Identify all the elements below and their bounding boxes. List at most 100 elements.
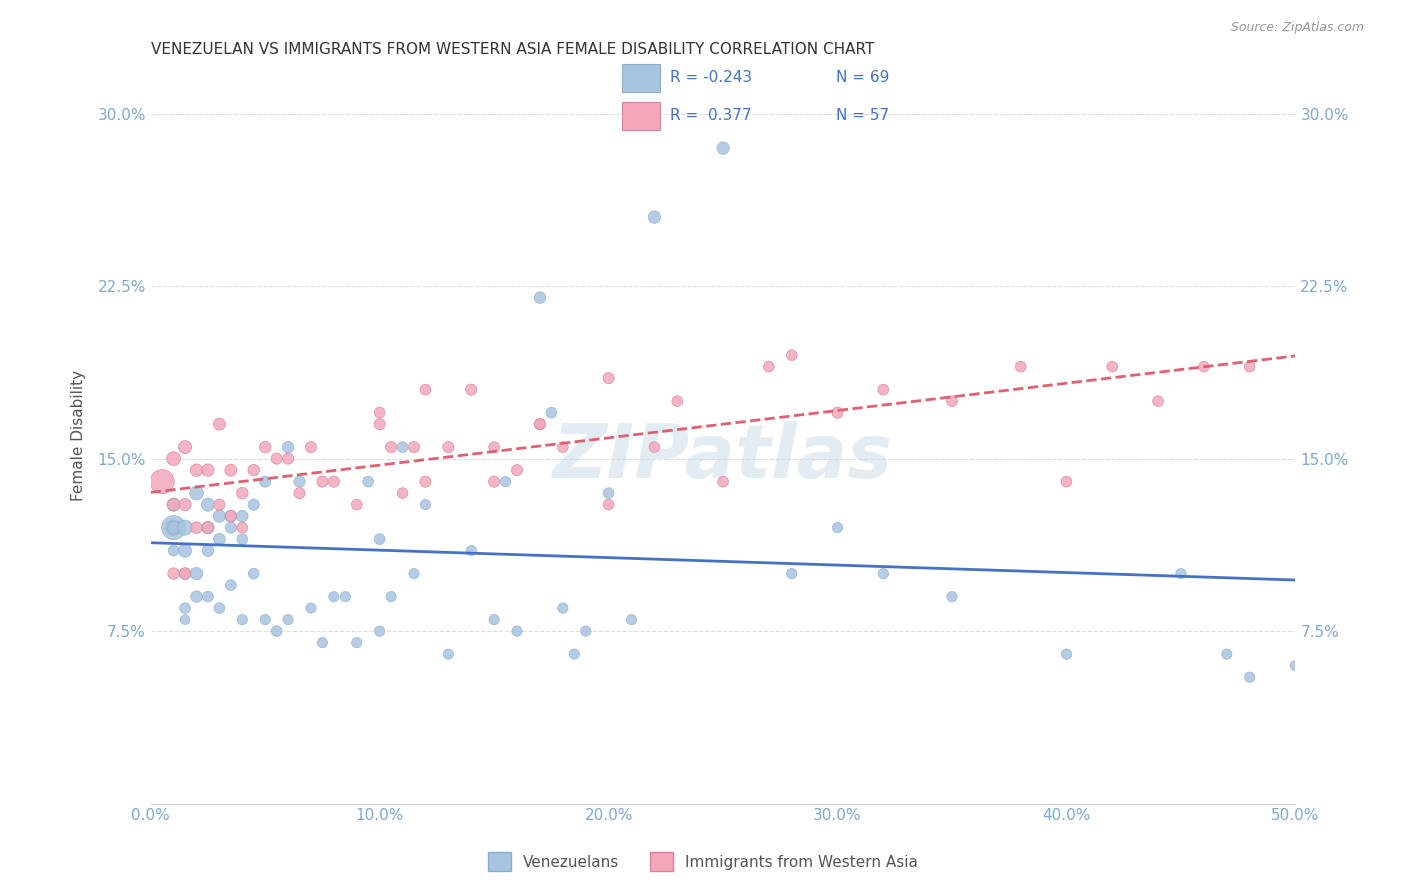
- Point: [186, 463, 208, 477]
- Point: [197, 521, 219, 535]
- Point: [1284, 658, 1306, 673]
- Point: [872, 566, 894, 581]
- Text: R =  0.377: R = 0.377: [671, 108, 752, 123]
- Point: [299, 440, 322, 454]
- Point: [941, 394, 963, 409]
- Point: [197, 521, 219, 535]
- Point: [380, 440, 402, 454]
- Point: [460, 383, 482, 397]
- Point: [162, 498, 184, 512]
- Point: [174, 613, 197, 627]
- Point: [219, 463, 242, 477]
- Point: [415, 383, 437, 397]
- Point: [482, 475, 505, 489]
- Point: [551, 601, 574, 615]
- Point: [162, 566, 184, 581]
- Point: [186, 521, 208, 535]
- Point: [368, 406, 391, 420]
- Point: [643, 440, 665, 454]
- Point: [208, 498, 231, 512]
- Point: [1147, 394, 1170, 409]
- Point: [197, 590, 219, 604]
- Point: [780, 566, 803, 581]
- Point: [437, 440, 460, 454]
- Point: [322, 475, 344, 489]
- Point: [219, 509, 242, 524]
- Point: [219, 509, 242, 524]
- Point: [1239, 359, 1261, 374]
- Point: [827, 406, 849, 420]
- Point: [219, 578, 242, 592]
- Point: [529, 291, 551, 305]
- Point: [288, 475, 311, 489]
- Point: [174, 566, 197, 581]
- Point: [254, 440, 277, 454]
- Point: [1192, 359, 1215, 374]
- Point: [598, 371, 620, 385]
- Point: [1056, 647, 1078, 661]
- Point: [174, 601, 197, 615]
- Text: R = -0.243: R = -0.243: [671, 70, 752, 85]
- Point: [368, 417, 391, 431]
- Text: ZIPatlas: ZIPatlas: [553, 421, 893, 494]
- Point: [186, 486, 208, 500]
- Point: [643, 210, 665, 224]
- Point: [402, 440, 425, 454]
- Point: [346, 635, 368, 649]
- Point: [415, 498, 437, 512]
- Point: [208, 532, 231, 546]
- Point: [288, 486, 311, 500]
- Point: [711, 141, 734, 155]
- Point: [780, 348, 803, 362]
- Point: [231, 532, 253, 546]
- Point: [482, 440, 505, 454]
- Point: [506, 624, 529, 639]
- Point: [322, 590, 344, 604]
- Point: [391, 486, 413, 500]
- Point: [551, 440, 574, 454]
- Point: [242, 566, 264, 581]
- Point: [666, 394, 689, 409]
- FancyBboxPatch shape: [621, 102, 659, 130]
- Y-axis label: Female Disability: Female Disability: [72, 370, 86, 501]
- Point: [174, 498, 197, 512]
- Point: [162, 521, 184, 535]
- Point: [277, 613, 299, 627]
- Point: [495, 475, 517, 489]
- Point: [482, 613, 505, 627]
- Point: [460, 543, 482, 558]
- Point: [254, 613, 277, 627]
- Point: [346, 498, 368, 512]
- Point: [266, 624, 288, 639]
- Point: [872, 383, 894, 397]
- Legend: Venezuelans, Immigrants from Western Asia: Venezuelans, Immigrants from Western Asi…: [482, 847, 924, 877]
- Point: [231, 509, 253, 524]
- Point: [391, 440, 413, 454]
- Point: [231, 613, 253, 627]
- Point: [242, 463, 264, 477]
- Point: [437, 647, 460, 661]
- Point: [277, 440, 299, 454]
- Point: [150, 475, 173, 489]
- Point: [357, 475, 380, 489]
- Point: [231, 486, 253, 500]
- Point: [598, 486, 620, 500]
- Point: [1216, 647, 1239, 661]
- Point: [266, 451, 288, 466]
- Point: [598, 498, 620, 512]
- Point: [208, 601, 231, 615]
- Point: [162, 521, 184, 535]
- Point: [162, 543, 184, 558]
- Point: [174, 440, 197, 454]
- Point: [174, 543, 197, 558]
- Point: [402, 566, 425, 581]
- Point: [1010, 359, 1032, 374]
- Point: [941, 590, 963, 604]
- Point: [1056, 475, 1078, 489]
- Point: [1239, 670, 1261, 684]
- Point: [186, 590, 208, 604]
- Point: [529, 417, 551, 431]
- Point: [277, 451, 299, 466]
- Point: [254, 475, 277, 489]
- Text: N = 57: N = 57: [835, 108, 889, 123]
